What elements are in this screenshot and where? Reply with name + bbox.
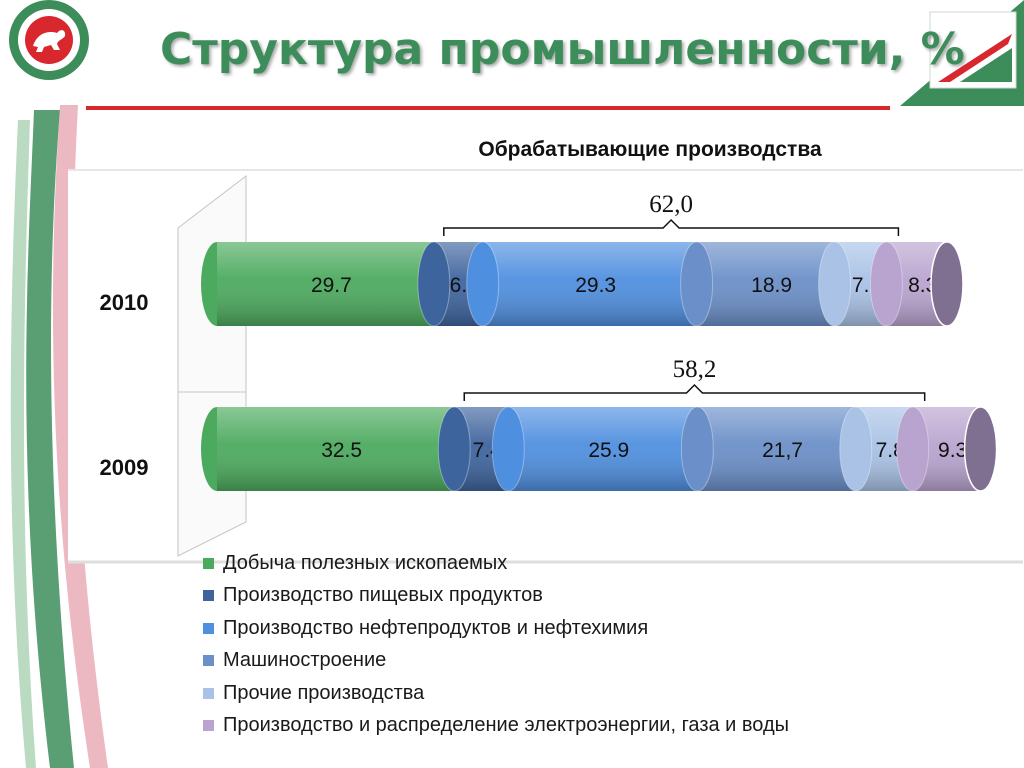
legend-item: Прочие производства: [203, 677, 789, 710]
bar-segment-edge: [869, 241, 903, 327]
bar-value-label: 18.9: [751, 274, 792, 297]
legend-swatch: [203, 720, 214, 732]
category-labels: 2010 2009: [100, 290, 149, 480]
legend-item: Производство и распределение электроэнер…: [203, 710, 789, 743]
title-divider: [86, 106, 890, 110]
legend-label: Производство нефтепродуктов и нефтехимия: [223, 616, 649, 639]
bar-value-label: 29.7: [311, 274, 352, 297]
bracket: [443, 218, 900, 236]
legend-item: Производство пищевых продуктов: [203, 580, 789, 613]
chart-legend: Добыча полезных ископаемых Производство п…: [203, 547, 789, 742]
left-swoosh-green: [26, 110, 74, 768]
emblem-leopard: [33, 30, 66, 52]
bar-segment-edge: [896, 406, 930, 492]
legend-swatch: [203, 622, 214, 634]
bar-row-2009: 32.5 7.4 25.9 21,7 7.8 9.358,2: [201, 356, 998, 492]
legend-item: Производство нефтепродуктов и нефтехимия: [203, 612, 789, 645]
left-swoosh-pink: [52, 105, 108, 768]
legend-label: Прочие производства: [223, 681, 425, 704]
category-label: 2009: [100, 455, 149, 480]
bar-segment-edge: [491, 406, 525, 492]
bar-segment-edge: [466, 241, 500, 327]
legend-item: Машиностроение: [203, 645, 789, 678]
legend-label: Производство пищевых продуктов: [223, 584, 543, 607]
bar-right-cap: [930, 241, 964, 327]
bracket-total-label: 58,2: [673, 356, 717, 383]
bar-segment-shading: [217, 407, 455, 491]
bar-segment-edge: [839, 406, 873, 492]
bar-value-label: 8.3: [908, 274, 937, 297]
right-logo-green-swoosh: [960, 48, 1012, 82]
chart-subtitle: Обрабатывающие производства: [478, 138, 822, 161]
bar-segment-edge: [680, 241, 714, 327]
legend-swatch: [203, 590, 214, 602]
legend-label: Производство и распределение электроэнер…: [223, 714, 790, 737]
legend-swatch: [203, 557, 214, 569]
bar-segment-shading: [696, 242, 835, 326]
chart-back-wall: [177, 174, 247, 557]
legend-swatch: [203, 687, 214, 699]
bar-segment-shading: [217, 242, 434, 326]
bar-value-label: 9.3: [938, 439, 967, 462]
bar-value-label: 21,7: [762, 439, 803, 462]
bars-layer: 29.7 6.7 29.3 18.9 7.1 8.362,032.5 7.4 25.9 21,7…: [201, 191, 998, 492]
bar-segment-shading: [482, 242, 697, 326]
bar-value-label: 32.5: [321, 439, 362, 462]
legend-swatch: [203, 655, 214, 667]
bar-segment-edge: [680, 406, 714, 492]
bracket: [463, 383, 926, 401]
bar-value-label: 25.9: [588, 439, 629, 462]
right-logo-red-swoosh: [938, 34, 1012, 82]
legend-label: Машиностроение: [223, 649, 387, 672]
bar-row-2010: 29.7 6.7 29.3 18.9 7.1 8.362,0: [201, 191, 964, 327]
bracket-total-label: 62,0: [649, 191, 693, 218]
bar-segment-edge: [417, 241, 451, 327]
page-title: Структура промышленности, %: [160, 24, 965, 75]
category-label: 2010: [100, 290, 149, 315]
left-swoosh-light-green: [10, 120, 36, 768]
bar-segment-edge: [818, 241, 852, 327]
bar-segment-shading: [697, 407, 856, 491]
legend-label: Добыча полезных ископаемых: [223, 551, 508, 574]
bar-right-cap: [963, 406, 998, 492]
bar-segment-shading: [508, 407, 698, 491]
bar-value-label: 29.3: [575, 274, 616, 297]
legend-item: Добыча полезных ископаемых: [203, 547, 789, 580]
bar-segment-edge: [437, 406, 471, 492]
